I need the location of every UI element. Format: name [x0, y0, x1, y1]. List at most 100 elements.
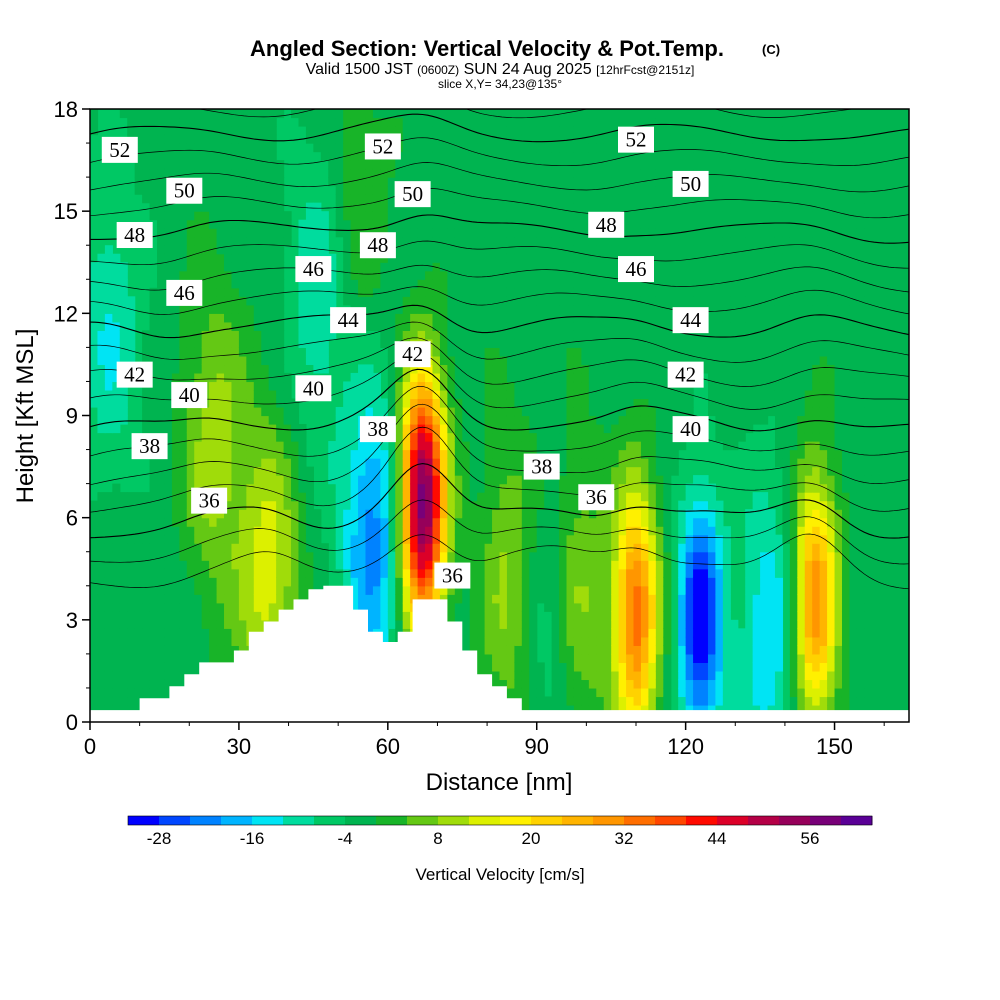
velocity-cell [164, 270, 173, 280]
velocity-cell [611, 568, 620, 578]
velocity-cell [439, 219, 448, 229]
velocity-cell [566, 602, 575, 612]
velocity-cell [253, 517, 262, 527]
velocity-cell [447, 466, 456, 476]
velocity-cell [655, 441, 664, 451]
velocity-cell [566, 296, 575, 306]
velocity-cell [261, 143, 270, 153]
velocity-cell [171, 270, 180, 280]
velocity-cell [439, 143, 448, 153]
velocity-cell [276, 330, 285, 340]
velocity-cell [305, 313, 314, 323]
velocity-cell [521, 500, 530, 510]
velocity-cell [224, 313, 233, 323]
velocity-cell [298, 424, 307, 434]
velocity-cell [387, 126, 396, 136]
velocity-cell [588, 304, 597, 314]
velocity-cell [559, 270, 568, 280]
velocity-cell [499, 543, 508, 553]
velocity-cell [127, 338, 136, 348]
velocity-cell [544, 696, 553, 706]
velocity-cell [395, 109, 404, 119]
velocity-cell [618, 287, 627, 297]
velocity-cell [402, 458, 411, 468]
velocity-cell [268, 168, 277, 178]
velocity-cell [469, 160, 478, 170]
velocity-cell [104, 534, 113, 544]
velocity-cell [447, 441, 456, 451]
velocity-cell [253, 398, 262, 408]
velocity-cell [514, 543, 523, 553]
velocity-cell [395, 270, 404, 280]
velocity-cell [648, 406, 657, 417]
velocity-cell [261, 594, 270, 604]
velocity-cell [372, 304, 381, 314]
velocity-cell [566, 177, 575, 187]
velocity-cell [477, 372, 486, 383]
velocity-cell [588, 185, 597, 195]
velocity-cell [246, 109, 255, 119]
velocity-cell [469, 636, 478, 646]
velocity-cell [611, 321, 620, 331]
velocity-cell [514, 143, 523, 153]
velocity-cell [291, 517, 300, 527]
velocity-cell [291, 585, 300, 595]
velocity-cell [566, 330, 575, 340]
velocity-cell [626, 662, 635, 672]
velocity-cell [253, 313, 262, 323]
velocity-cell [157, 687, 166, 698]
velocity-cell [581, 338, 590, 348]
velocity-cell [104, 270, 113, 280]
velocity-cell [157, 577, 166, 587]
velocity-cell [142, 645, 151, 655]
velocity-cell [380, 296, 389, 306]
velocity-cell [648, 602, 657, 612]
velocity-cell [581, 611, 590, 621]
velocity-cell [603, 185, 612, 195]
velocity-cell [261, 304, 270, 314]
velocity-cell [618, 202, 627, 212]
velocity-cell [626, 696, 635, 706]
velocity-cell [380, 577, 389, 587]
velocity-cell [402, 270, 411, 280]
velocity-cell [640, 636, 650, 646]
velocity-cell [611, 602, 620, 612]
velocity-cell [514, 509, 523, 519]
velocity-cell [425, 253, 434, 263]
velocity-cell [343, 577, 352, 587]
velocity-cell [320, 151, 329, 161]
velocity-cell [439, 509, 448, 519]
velocity-cell [231, 330, 240, 340]
velocity-cell [648, 355, 657, 366]
velocity-cell [626, 381, 635, 391]
velocity-cell [224, 389, 233, 400]
velocity-cell [484, 475, 493, 485]
velocity-cell [410, 160, 419, 170]
velocity-cell [261, 168, 270, 178]
velocity-cell [142, 330, 151, 340]
velocity-cell [566, 696, 575, 706]
velocity-cell [462, 109, 471, 119]
velocity-cell [573, 321, 582, 331]
velocity-cell [566, 194, 575, 204]
velocity-cell [655, 619, 664, 629]
velocity-cell [514, 338, 523, 348]
velocity-cell [425, 466, 434, 476]
velocity-cell [559, 406, 568, 417]
velocity-cell [238, 636, 247, 646]
velocity-cell [253, 126, 262, 136]
velocity-cell [261, 475, 270, 485]
velocity-cell [529, 704, 538, 715]
velocity-cell [231, 355, 240, 366]
velocity-cell [216, 568, 225, 578]
velocity-cell [97, 321, 106, 331]
velocity-cell [395, 236, 404, 246]
velocity-cell [633, 466, 642, 476]
velocity-cell [499, 526, 508, 536]
velocity-cell [112, 704, 121, 715]
velocity-cell [544, 543, 553, 553]
velocity-cell [142, 568, 151, 578]
velocity-cell [186, 653, 195, 663]
velocity-cell [611, 653, 620, 663]
